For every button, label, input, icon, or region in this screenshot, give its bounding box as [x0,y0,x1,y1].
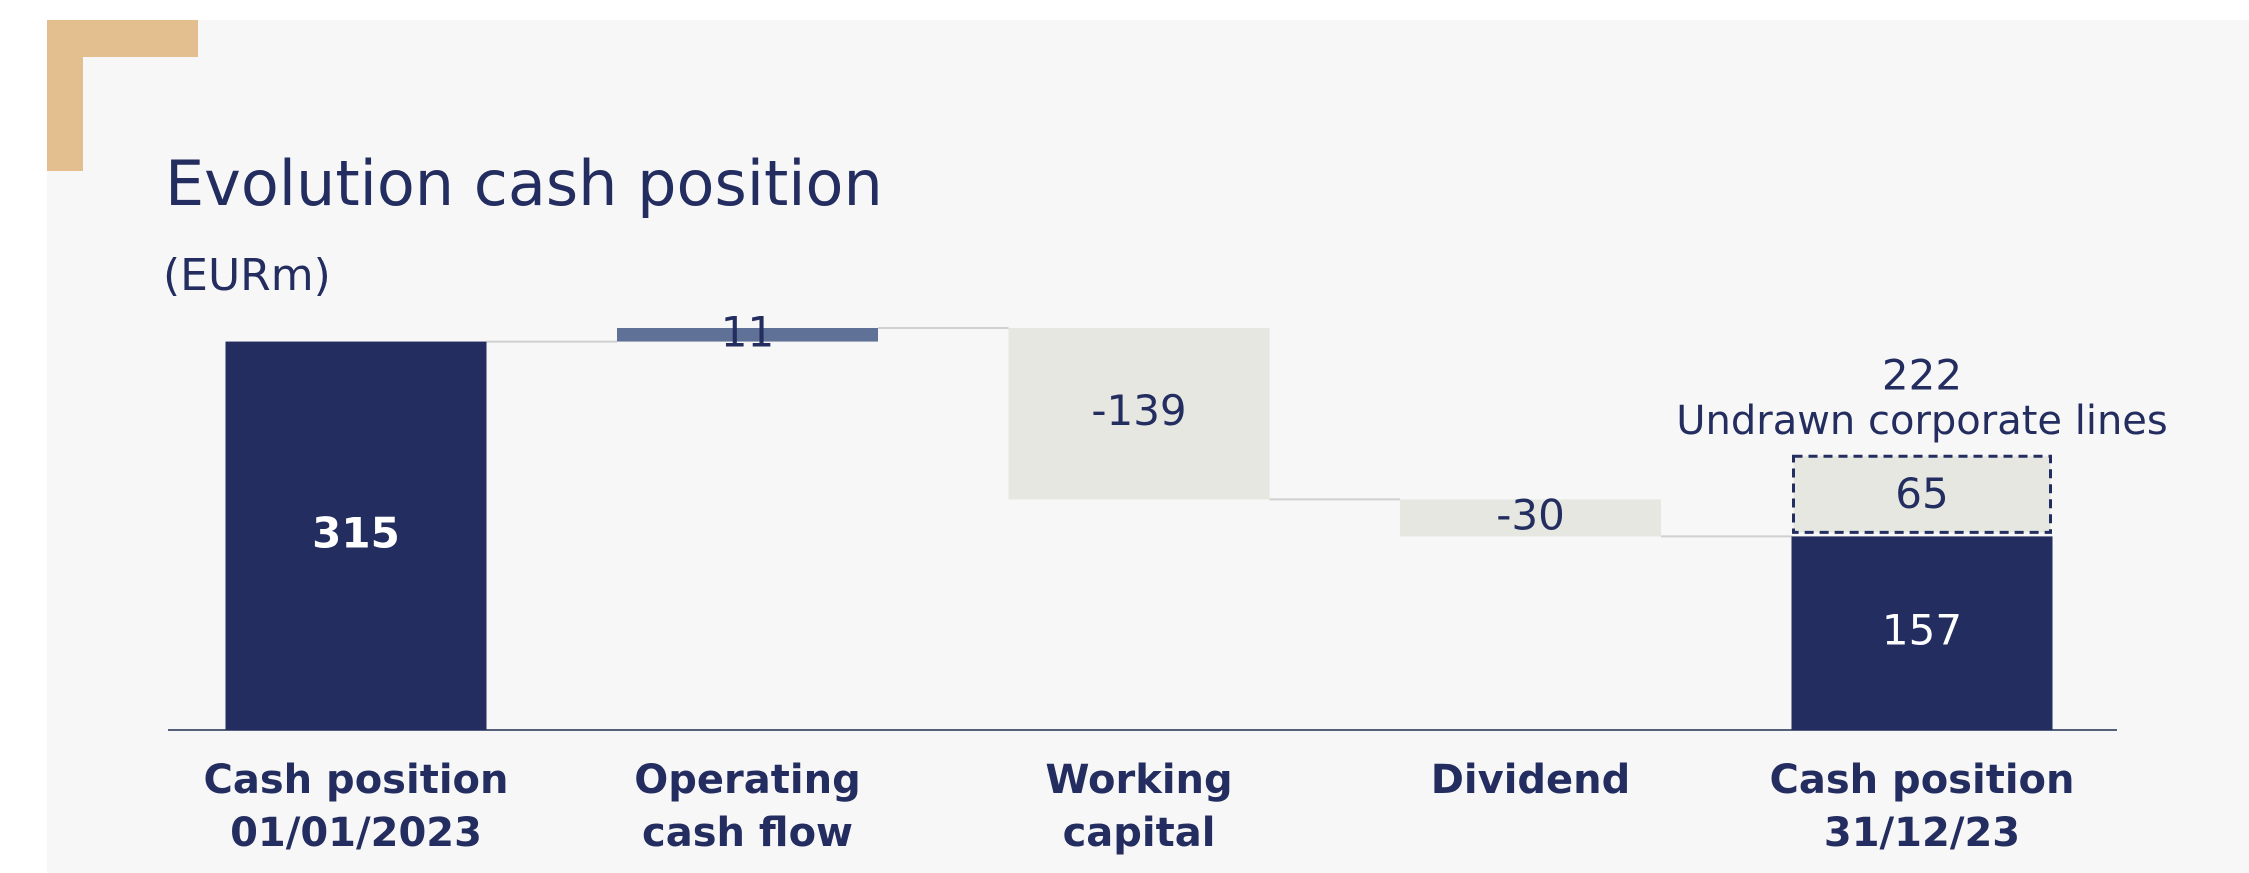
x-tick-label: 01/01/2023 [230,810,482,856]
value-label: 315 [312,508,400,557]
x-tick-label: 31/12/23 [1824,810,2020,856]
bar [1791,536,2053,730]
x-tick-label: cash flow [642,810,853,856]
undrawn-total: 222 [1882,351,1962,400]
bar [617,328,878,342]
bar [225,341,487,730]
x-tick-label: capital [1063,810,1216,856]
chart-subtitle: (EURm) [163,250,331,301]
value-label: 11 [721,307,774,356]
undrawn-label: 65 [1895,469,1948,518]
x-tick-label: Operating [634,757,860,803]
undrawn-bar [1792,454,2052,534]
value-label: -139 [1091,386,1186,435]
value-label: 157 [1882,606,1962,655]
value-label: -30 [1496,490,1565,539]
undrawn-caption: Undrawn corporate lines [1676,398,2168,444]
x-tick-label: Working [1045,757,1232,803]
x-tick-label: Cash position [204,757,509,803]
bar [1008,328,1270,500]
x-tick-label: Dividend [1431,757,1631,803]
chart-title: Evolution cash position [165,147,883,220]
corner-left [47,20,83,171]
bar [1400,499,1661,537]
x-tick-label: Cash position [1770,757,2075,803]
